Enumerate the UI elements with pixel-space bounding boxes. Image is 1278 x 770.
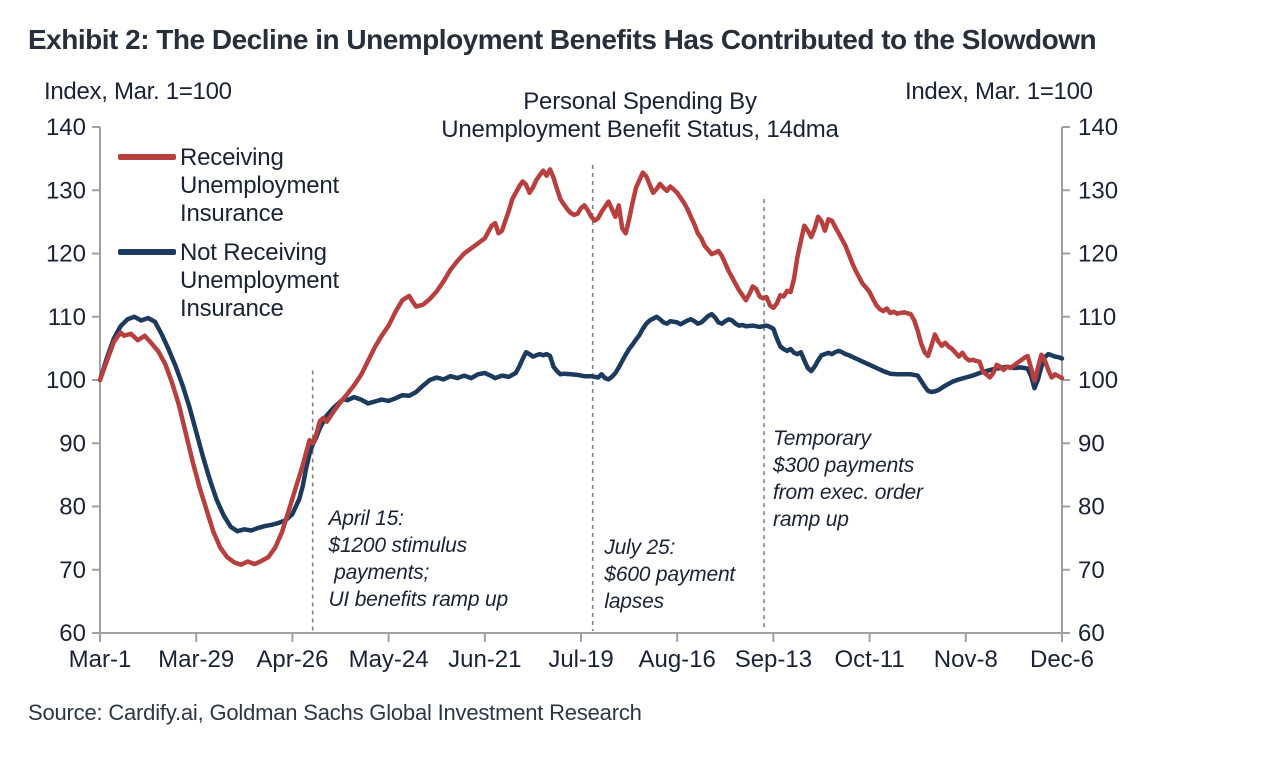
x-axis-tick-label: Sep-13 <box>735 646 812 673</box>
right-axis-unit-label: Index, Mar. 1=100 <box>905 78 1093 105</box>
y-axis-tick-label-right: 90 <box>1078 430 1105 457</box>
y-axis-tick-label-left: 80 <box>59 494 86 521</box>
legend-label-receiving: Receiving Unemployment Insurance <box>180 144 340 227</box>
y-axis-tick-label-left: 140 <box>46 114 86 141</box>
y-axis-tick-label-left: 100 <box>46 367 86 394</box>
y-axis-tick-label-right: 60 <box>1078 620 1105 647</box>
x-axis-tick-label: Apr-26 <box>256 646 328 673</box>
y-axis-tick-label-right: 80 <box>1078 494 1105 521</box>
legend-label-not-receiving: Not Receiving Unemployment Insurance <box>180 239 340 322</box>
y-axis-tick-label-left: 130 <box>46 177 86 204</box>
y-axis-tick-label-left: 60 <box>59 620 86 647</box>
series-line-not-receiving <box>97 311 1065 534</box>
source-attribution: Source: Cardify.ai, Goldman Sachs Global… <box>28 700 642 725</box>
y-axis-tick-label-left: 70 <box>59 557 86 584</box>
x-axis-tick-label: May-24 <box>349 646 429 673</box>
y-axis-tick-label-right: 100 <box>1078 367 1118 394</box>
left-axis-unit-label: Index, Mar. 1=100 <box>44 78 232 105</box>
legend-item-not-receiving: Not Receiving Unemployment Insurance <box>118 239 339 323</box>
annotation-1: April 15: $1200 stimulus payments; UI bene… <box>328 506 508 611</box>
chart-title-line: Unemployment Benefit Status, 14dma <box>441 116 839 143</box>
y-axis-tick-label-right: 70 <box>1078 557 1105 584</box>
chart-title: Personal Spending By Unemployment Benefit… <box>320 88 960 144</box>
y-axis-tick-label-right: 110 <box>1078 304 1116 331</box>
legend-swatch-receiving <box>118 154 176 160</box>
x-axis-tick-label: Dec-6 <box>1030 646 1094 673</box>
x-axis-tick-label: Aug-16 <box>639 646 716 673</box>
legend-item-receiving: Receiving Unemployment Insurance <box>118 144 339 228</box>
x-axis-tick-label: Mar-29 <box>158 646 234 673</box>
x-axis-tick-label: Oct-11 <box>834 646 904 673</box>
series-line-receiving <box>97 167 1065 567</box>
y-axis-tick-label-right: 120 <box>1078 241 1118 268</box>
y-axis-tick-label-left: 120 <box>46 241 86 268</box>
y-axis-tick-label-right: 130 <box>1078 177 1118 204</box>
x-axis-tick-label: Mar-1 <box>69 646 132 673</box>
legend-swatch-not-receiving <box>118 249 176 255</box>
chart-title-line: Personal Spending By <box>523 88 757 115</box>
annotation-2: July 25: $600 payment lapses <box>604 536 736 614</box>
annotation-3: Temporary $300 payments from exec. order ra… <box>773 426 923 531</box>
x-axis-tick-label: Jul-19 <box>548 646 613 673</box>
exhibit-title: Exhibit 2: The Decline in Unemployment B… <box>28 24 1097 55</box>
y-axis-tick-label-left: 90 <box>59 430 86 457</box>
y-axis-tick-label-left: 110 <box>48 304 86 331</box>
x-axis-tick-label: Nov-8 <box>934 646 998 673</box>
y-axis-tick-label-right: 140 <box>1078 114 1118 141</box>
x-axis-tick-label: Jun-21 <box>448 646 521 673</box>
